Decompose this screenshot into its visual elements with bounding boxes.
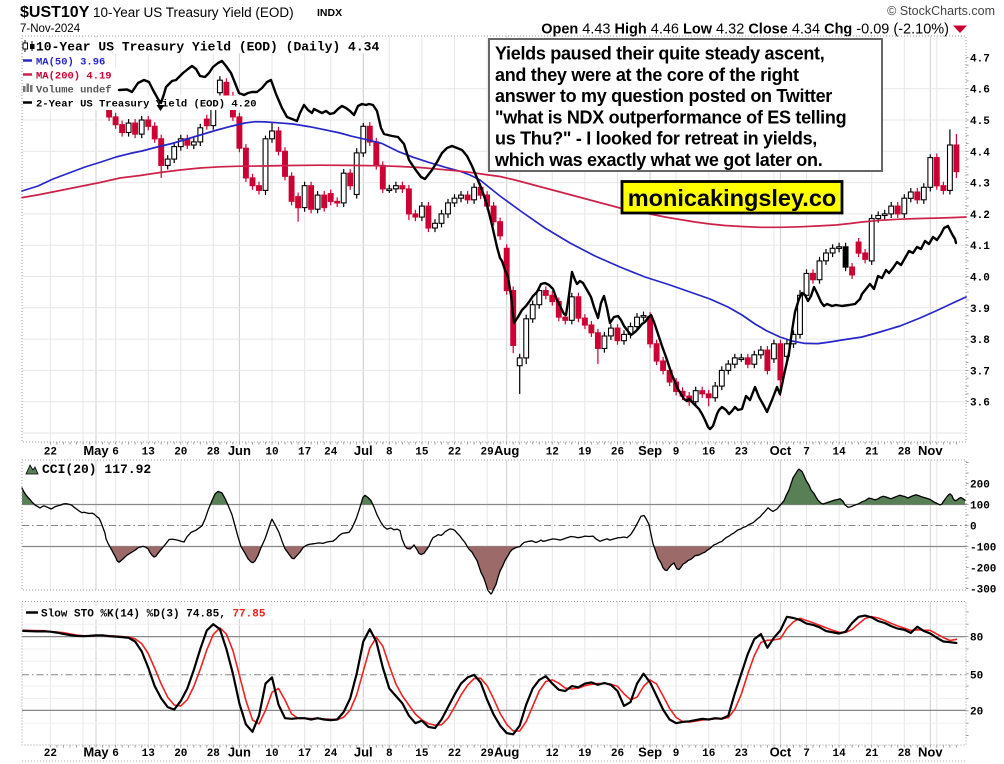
svg-text:4.3: 4.3	[970, 179, 990, 191]
svg-text:28: 28	[207, 748, 221, 760]
svg-text:9: 9	[673, 748, 680, 760]
svg-text:"what is NDX outperformance of: "what is NDX outperformance of ES tellin…	[495, 107, 846, 127]
svg-text:12: 12	[546, 748, 559, 760]
svg-text:7: 7	[803, 748, 810, 760]
svg-text:Jul: Jul	[354, 443, 373, 458]
svg-text:29: 29	[480, 748, 493, 760]
svg-text:29: 29	[480, 447, 493, 459]
svg-text:Oct: Oct	[770, 443, 792, 458]
svg-text:22: 22	[448, 748, 461, 760]
svg-text:CCI(20) 117.92: CCI(20) 117.92	[42, 462, 151, 477]
svg-text:6: 6	[112, 447, 119, 459]
svg-text:21: 21	[865, 447, 879, 459]
svg-text:Nov: Nov	[918, 745, 943, 760]
svg-text:200: 200	[970, 480, 990, 492]
svg-text:© StockCharts.com: © StockCharts.com	[887, 4, 995, 18]
svg-text:50: 50	[970, 671, 983, 683]
svg-text:13: 13	[142, 748, 156, 760]
svg-text:MA(200) 4.19: MA(200) 4.19	[36, 71, 112, 83]
svg-text:4.2: 4.2	[970, 210, 990, 222]
svg-text:17: 17	[298, 447, 311, 459]
svg-text:Jul: Jul	[354, 745, 373, 760]
svg-text:and they were at the core of t: and they were at the core of the right	[495, 65, 799, 85]
svg-text:15: 15	[415, 748, 429, 760]
svg-text:which was exactly what we got: which was exactly what we got later on.	[494, 150, 822, 170]
svg-text:8: 8	[386, 447, 393, 459]
svg-text:26: 26	[611, 447, 624, 459]
svg-text:20: 20	[174, 748, 187, 760]
svg-text:14: 14	[832, 748, 846, 760]
svg-text:Volume undef: Volume undef	[36, 85, 112, 97]
svg-text:4.1: 4.1	[970, 241, 990, 253]
svg-text:9: 9	[673, 447, 680, 459]
svg-text:monicakingsley.co: monicakingsley.co	[628, 185, 837, 211]
svg-text:15: 15	[415, 447, 429, 459]
svg-text:6: 6	[112, 748, 119, 760]
svg-text:22: 22	[448, 447, 461, 459]
svg-text:12: 12	[546, 447, 559, 459]
svg-text:7: 7	[803, 447, 810, 459]
svg-text:10: 10	[265, 748, 278, 760]
svg-text:21: 21	[865, 748, 879, 760]
svg-text:17: 17	[298, 748, 311, 760]
svg-text:3.6: 3.6	[970, 398, 990, 410]
svg-text:May: May	[83, 443, 109, 458]
svg-text:May: May	[83, 745, 109, 760]
svg-text:Oct: Oct	[770, 745, 792, 760]
svg-text:us Thu?" - I looked for retrea: us Thu?" - I looked for retreat in yield…	[495, 129, 817, 149]
svg-text:$UST10Y: $UST10Y	[20, 4, 90, 21]
svg-text:3.9: 3.9	[970, 304, 990, 316]
svg-text:Jun: Jun	[228, 443, 251, 458]
svg-text:22: 22	[44, 748, 57, 760]
svg-text:3.8: 3.8	[970, 335, 990, 347]
svg-text:20: 20	[174, 447, 187, 459]
svg-text:8: 8	[386, 748, 393, 760]
svg-text:22: 22	[44, 447, 57, 459]
svg-text:Yields paused their quite stea: Yields paused their quite steady ascent,	[495, 44, 824, 64]
svg-text:Aug: Aug	[494, 443, 519, 458]
svg-text:16: 16	[702, 447, 715, 459]
svg-text:23: 23	[735, 447, 749, 459]
svg-text:7-Nov-2024: 7-Nov-2024	[20, 23, 81, 35]
svg-text:20: 20	[970, 706, 983, 718]
svg-text:INDX: INDX	[317, 7, 342, 19]
svg-text:Sep: Sep	[638, 745, 662, 760]
svg-text:4.7: 4.7	[970, 53, 990, 65]
svg-text:-300: -300	[970, 585, 996, 597]
svg-text:23: 23	[735, 748, 749, 760]
svg-text:28: 28	[898, 447, 912, 459]
svg-text:Open 4.43 High 4.46 Low 4.32 C: Open 4.43 High 4.46 Low 4.32 Close 4.34 …	[541, 22, 949, 38]
svg-text:28: 28	[207, 447, 221, 459]
svg-text:2-Year US Treasury Yield (EOD): 2-Year US Treasury Yield (EOD) 4.20	[36, 99, 257, 111]
svg-text:26: 26	[611, 748, 624, 760]
svg-text:19: 19	[578, 748, 591, 760]
svg-text:100: 100	[970, 501, 990, 513]
svg-text:Aug: Aug	[494, 745, 519, 760]
svg-text:-100: -100	[970, 543, 996, 555]
svg-text:4.6: 4.6	[970, 85, 990, 97]
svg-text:4.5: 4.5	[970, 116, 990, 128]
svg-text:80: 80	[970, 633, 983, 645]
svg-text:Jun: Jun	[228, 745, 251, 760]
svg-text:16: 16	[702, 748, 715, 760]
svg-text:4.4: 4.4	[970, 147, 990, 159]
svg-text:28: 28	[898, 748, 912, 760]
svg-text:MA(50) 3.96: MA(50) 3.96	[36, 57, 105, 69]
svg-text:0: 0	[970, 522, 977, 534]
svg-text:14: 14	[832, 447, 846, 459]
svg-text:4.0: 4.0	[970, 273, 990, 285]
svg-text:Nov: Nov	[918, 443, 943, 458]
svg-text:Slow STO %K(14) %D(3) 74.85, 7: Slow STO %K(14) %D(3) 74.85, 77.85	[41, 609, 266, 621]
svg-text:24: 24	[324, 447, 338, 459]
svg-text:13: 13	[142, 447, 156, 459]
svg-text:19: 19	[578, 447, 591, 459]
svg-text:Sep: Sep	[638, 443, 662, 458]
svg-text:answer to my question posted o: answer to my question posted on Twitter	[495, 86, 832, 106]
svg-text:24: 24	[324, 748, 338, 760]
svg-text:3.7: 3.7	[970, 366, 990, 378]
svg-text:10: 10	[265, 447, 278, 459]
svg-text:10-Year US Treasury Yield (EOD: 10-Year US Treasury Yield (EOD) (Daily) …	[36, 40, 379, 55]
svg-text:10-Year US Treasury Yield (EOD: 10-Year US Treasury Yield (EOD)	[93, 5, 294, 20]
svg-text:-200: -200	[970, 564, 996, 576]
